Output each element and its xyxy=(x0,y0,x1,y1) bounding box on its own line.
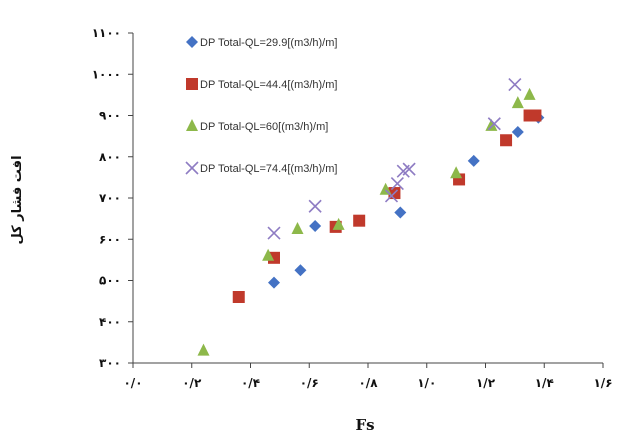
data-point-series-3 xyxy=(511,96,524,109)
data-point-series-3 xyxy=(262,248,275,261)
axes: ۳۰۰ ۴۰۰ ۵۰۰ ۶۰۰ ۷۰۰ ۸۰۰ ۹۰۰ ۱۰۰۰ ۱۱۰۰ ۰/۰ ۰/۲ ۰/۴ ۰/… xyxy=(92,26,613,390)
x-marker-stroke xyxy=(267,226,281,240)
legend-entry: DP Total-QL=60[(m3/h)/m] xyxy=(186,119,328,133)
x-tick-label: ۱/۰ xyxy=(417,376,436,390)
data-point-series-1 xyxy=(467,154,480,167)
legend-entry: DP Total-QL=29.9[(m3/h)/m] xyxy=(186,36,337,49)
legend-marker xyxy=(186,36,198,48)
data-points xyxy=(197,77,545,356)
data-point-series-4 xyxy=(390,176,404,191)
x-marker-stroke xyxy=(185,161,199,175)
x-tick-label: ۱/۶ xyxy=(593,376,612,390)
x-tick-label: ۰/۸ xyxy=(358,376,378,390)
legend-label: DP Total-QL=44.4[(m3/h)/m] xyxy=(200,79,337,91)
x-tick-label: ۰/۶ xyxy=(300,376,319,390)
x-marker-stroke xyxy=(384,189,399,203)
legend-marker xyxy=(186,119,198,131)
data-point-series-3 xyxy=(523,87,536,100)
legend-marker xyxy=(185,161,199,175)
legend-label: DP Total-QL=60[(m3/h)/m] xyxy=(200,121,328,133)
legend-label: DP Total-QL=29.9[(m3/h)/m] xyxy=(200,37,337,49)
data-point-series-2 xyxy=(353,214,366,227)
legend-entry: DP Total-QL=44.4[(m3/h)/m] xyxy=(186,78,337,91)
data-point-series-4 xyxy=(487,117,501,131)
x-marker-stroke xyxy=(487,117,501,131)
legend-entry: DP Total-QL=74.4[(m3/h)/m] xyxy=(185,161,337,175)
x-tick-label: ۰/۰ xyxy=(123,376,142,390)
y-tick-label: ۴۰۰ xyxy=(99,315,121,329)
data-point-series-2 xyxy=(232,291,245,303)
data-point-series-3 xyxy=(332,217,345,230)
y-tick-label: ۵۰۰ xyxy=(99,274,121,288)
x-tick-label: ۱/۲ xyxy=(476,376,496,390)
y-tick-label: ۷۰۰ xyxy=(99,191,121,205)
y-tick-label: ۳۰۰ xyxy=(99,356,121,370)
data-point-series-1 xyxy=(268,276,280,289)
y-tick-label: ۸۰۰ xyxy=(99,150,121,164)
y-axis-title: افت فشار کل xyxy=(10,155,25,244)
data-point-series-1 xyxy=(394,206,407,219)
data-point-series-3 xyxy=(379,182,392,195)
x-tick-label: ۱/۴ xyxy=(535,376,554,390)
data-point-series-1 xyxy=(309,220,322,233)
data-point-series-2 xyxy=(500,134,513,147)
data-point-series-4 xyxy=(402,162,416,176)
x-marker-stroke xyxy=(508,77,522,92)
x-tick-label: ۰/۲ xyxy=(182,376,202,390)
data-point-series-4 xyxy=(384,189,399,203)
data-point-series-4 xyxy=(308,199,322,213)
legend: DP Total-QL=29.9[(m3/h)/m] DP Total-QL=44… xyxy=(185,36,337,175)
x-marker-stroke xyxy=(390,176,404,191)
x-marker-stroke xyxy=(402,162,416,176)
y-tick-label: ۱۰۰۰ xyxy=(92,67,121,81)
x-tick-label: ۰/۴ xyxy=(241,376,260,390)
data-point-series-1 xyxy=(511,126,524,138)
data-point-series-3 xyxy=(485,118,498,131)
data-point-series-3 xyxy=(291,221,304,234)
x-axis-title: Fs xyxy=(355,416,374,434)
legend-label: DP Total-QL=74.4[(m3/h)/m] xyxy=(200,163,337,175)
data-point-series-4 xyxy=(267,226,281,240)
data-point-series-2 xyxy=(529,109,542,122)
y-tick-label: ۱۱۰۰ xyxy=(92,26,121,40)
data-point-series-4 xyxy=(508,77,522,92)
y-tick-label: ۶۰۰ xyxy=(99,232,121,246)
data-point-series-1 xyxy=(294,264,307,277)
y-tick-label: ۹۰۰ xyxy=(99,109,121,123)
x-marker-stroke xyxy=(308,199,322,213)
legend-marker xyxy=(186,78,198,90)
data-point-series-3 xyxy=(450,166,463,179)
data-point-series-3 xyxy=(197,343,210,356)
